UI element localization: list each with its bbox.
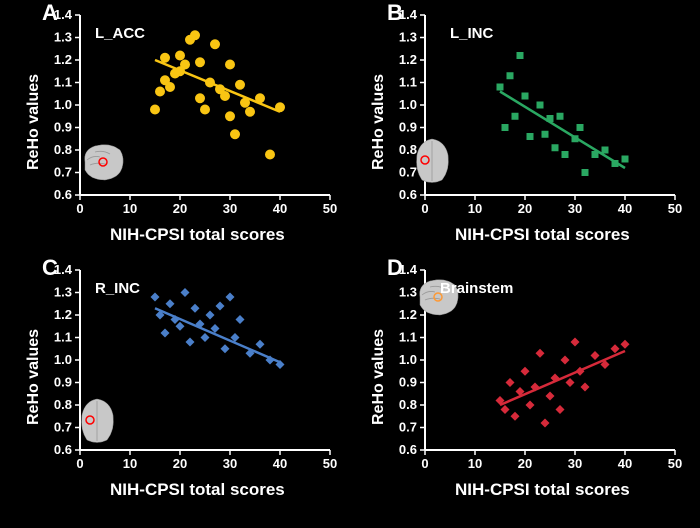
svg-text:40: 40: [273, 456, 287, 471]
svg-text:1.4: 1.4: [54, 262, 73, 277]
svg-text:1.0: 1.0: [399, 97, 417, 112]
svg-text:0.9: 0.9: [399, 120, 417, 135]
svg-text:0.6: 0.6: [399, 442, 417, 457]
svg-text:0.9: 0.9: [399, 375, 417, 390]
panel-d: DBrainstemReHo valuesNIH-CPSI total scor…: [355, 255, 685, 505]
panel-a: AL_ACCReHo valuesNIH-CPSI total scores 0…: [10, 0, 340, 250]
svg-text:20: 20: [518, 456, 532, 471]
svg-text:1.0: 1.0: [54, 97, 72, 112]
brain-inset: [410, 135, 465, 180]
svg-text:20: 20: [518, 201, 532, 216]
svg-text:0.8: 0.8: [54, 142, 72, 157]
svg-text:0.9: 0.9: [54, 375, 72, 390]
svg-text:1.2: 1.2: [54, 52, 72, 67]
svg-text:1.4: 1.4: [399, 7, 418, 22]
svg-text:1.3: 1.3: [54, 285, 72, 300]
svg-text:40: 40: [618, 456, 632, 471]
svg-text:1.1: 1.1: [54, 330, 72, 345]
svg-text:30: 30: [223, 201, 237, 216]
svg-text:0.7: 0.7: [54, 420, 72, 435]
svg-text:0.6: 0.6: [54, 442, 72, 457]
svg-text:20: 20: [173, 456, 187, 471]
svg-text:1.2: 1.2: [399, 52, 417, 67]
svg-text:1.1: 1.1: [399, 330, 417, 345]
svg-text:1.1: 1.1: [399, 75, 417, 90]
panel-c: CR_INCReHo valuesNIH-CPSI total scores 0…: [10, 255, 340, 505]
brain-inset: [75, 140, 130, 185]
svg-text:0.9: 0.9: [54, 120, 72, 135]
scatter-plot: 0.60.70.80.91.01.11.21.31.401020304050: [355, 0, 695, 240]
scatter-plot: 0.6 0.7 0.8 0.9 1.0 1.1 1.2 1.3 1.4 0 10 20 30 40 50: [10, 255, 350, 495]
svg-text:50: 50: [668, 201, 682, 216]
svg-text:0.8: 0.8: [399, 397, 417, 412]
svg-text:0: 0: [421, 201, 428, 216]
svg-text:30: 30: [568, 456, 582, 471]
svg-text:20: 20: [173, 201, 187, 216]
svg-text:30: 30: [568, 201, 582, 216]
svg-text:0.8: 0.8: [54, 397, 72, 412]
region-label: L_ACC: [95, 25, 145, 42]
svg-text:0: 0: [76, 201, 83, 216]
svg-text:1.2: 1.2: [54, 307, 72, 322]
svg-text:40: 40: [273, 201, 287, 216]
svg-text:1.4: 1.4: [54, 7, 73, 22]
scatter-plot: 0.6 0.7 0.8 0.9 1.0 1.1 1.2 1.3 1.4 0 10 20 30 40 50: [10, 0, 350, 240]
svg-text:50: 50: [323, 201, 337, 216]
svg-text:50: 50: [668, 456, 682, 471]
svg-text:0: 0: [76, 456, 83, 471]
svg-text:1.3: 1.3: [399, 30, 417, 45]
panel-b: BL_INCReHo valuesNIH-CPSI total scores 0…: [355, 0, 685, 250]
region-label: Brainstem: [440, 280, 513, 297]
svg-text:10: 10: [468, 456, 482, 471]
svg-text:10: 10: [123, 456, 137, 471]
svg-text:30: 30: [223, 456, 237, 471]
svg-text:1.0: 1.0: [399, 352, 417, 367]
svg-text:10: 10: [468, 201, 482, 216]
region-label: L_INC: [450, 25, 493, 42]
scatter-plot: 0.60.70.80.91.01.11.21.31.401020304050: [355, 255, 695, 495]
svg-text:0.7: 0.7: [54, 165, 72, 180]
svg-text:0.6: 0.6: [54, 187, 72, 202]
brain-inset: [75, 395, 130, 440]
svg-text:10: 10: [123, 201, 137, 216]
svg-text:50: 50: [323, 456, 337, 471]
svg-text:0.7: 0.7: [399, 420, 417, 435]
svg-text:40: 40: [618, 201, 632, 216]
svg-text:0.6: 0.6: [399, 187, 417, 202]
svg-text:1.0: 1.0: [54, 352, 72, 367]
svg-text:1.1: 1.1: [54, 75, 72, 90]
region-label: R_INC: [95, 280, 140, 297]
svg-text:1.3: 1.3: [54, 30, 72, 45]
svg-text:0: 0: [421, 456, 428, 471]
